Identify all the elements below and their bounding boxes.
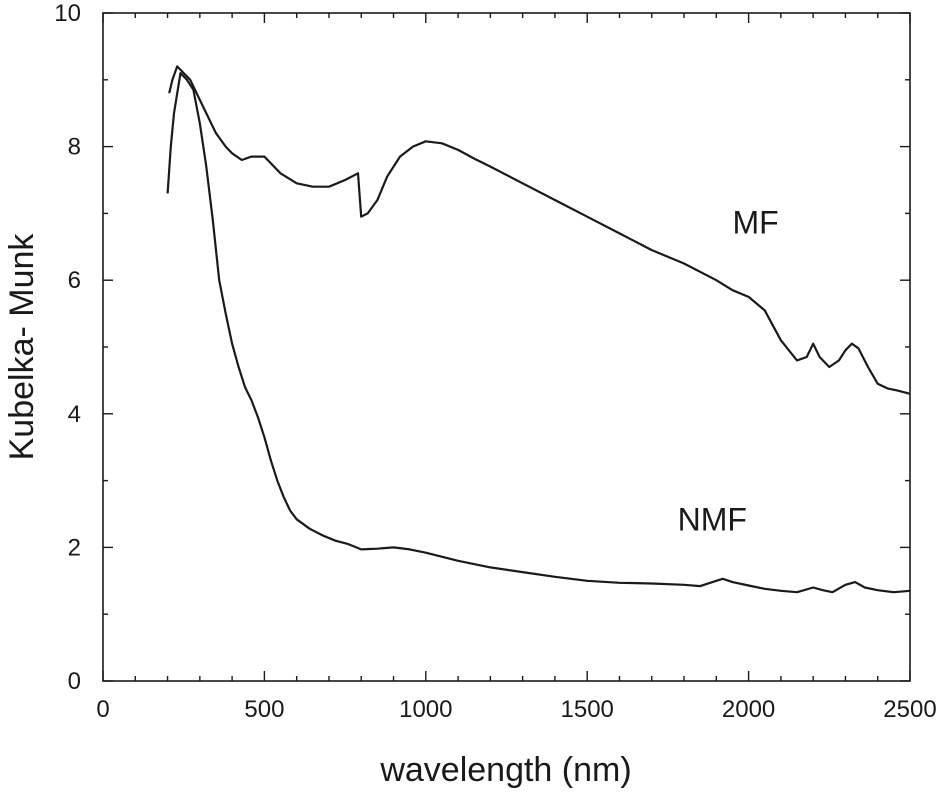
x-tick-label: 2500	[883, 696, 936, 723]
y-tick-label: 6	[68, 267, 81, 294]
series-line-mf	[168, 65, 911, 395]
y-tick-label: 10	[54, 0, 81, 27]
x-tick-label: 500	[244, 696, 284, 723]
y-tick-label: 2	[68, 534, 81, 561]
series-line-nmf	[166, 72, 911, 594]
x-tick-label: 1500	[561, 696, 614, 723]
y-tick-labels: 0 2 4 6 8 10	[54, 0, 81, 695]
y-tick-label: 4	[68, 401, 81, 428]
x-axis-title: wavelength (nm)	[379, 751, 631, 789]
x-tick-label: 0	[96, 696, 109, 723]
x-tick-label: 2000	[722, 696, 775, 723]
x-tick-labels: 0 500 1000 1500 2000 2500	[96, 696, 936, 723]
axis-ticks	[102, 12, 911, 682]
series-labels: MF NMF	[678, 204, 779, 537]
x-tick-label: 1000	[399, 696, 452, 723]
series-label-nmf: NMF	[678, 502, 747, 538]
y-tick-label: 0	[68, 668, 81, 695]
series-label-mf: MF	[732, 204, 778, 240]
y-tick-label: 8	[68, 134, 81, 161]
y-axis-title: Kubelka- Munk	[3, 233, 41, 461]
series-layer	[166, 65, 911, 594]
plot-frame	[102, 12, 911, 682]
